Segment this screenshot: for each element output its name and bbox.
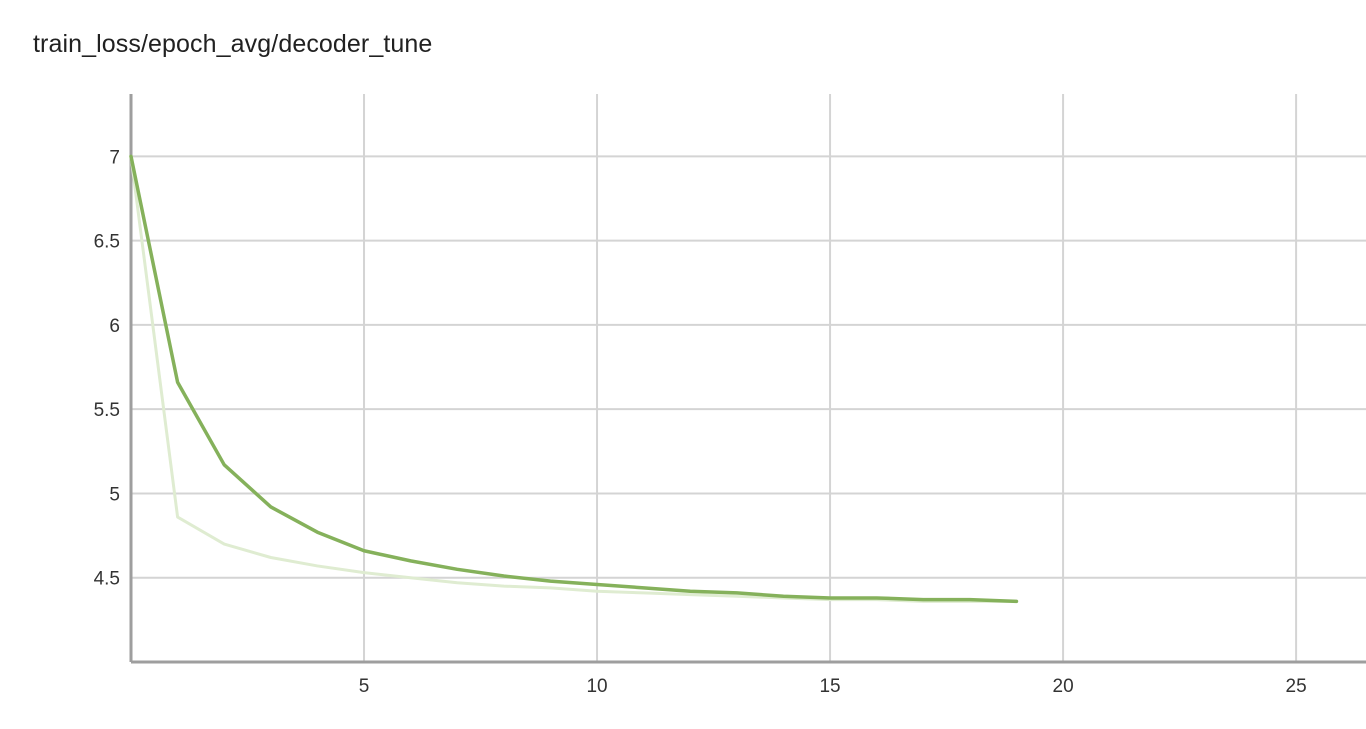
y-tick-label: 6.5 — [94, 232, 120, 253]
y-tick-label: 5 — [109, 484, 120, 505]
series-lines — [129, 154, 1019, 604]
x-tick-label: 15 — [819, 676, 840, 697]
chart-title: train_loss/epoch_avg/decoder_tune — [33, 30, 433, 58]
y-tick-label: 6 — [109, 316, 120, 337]
x-tick-label: 20 — [1053, 676, 1074, 697]
horizontal-gridlines — [131, 155, 1366, 579]
x-tick-labels: 5 10 15 20 25 — [359, 676, 1307, 697]
series-line-smoothed — [129, 154, 1019, 604]
x-tick-label: 25 — [1286, 676, 1307, 697]
y-tick-label: 5.5 — [94, 400, 120, 421]
x-tick-label: 5 — [359, 676, 370, 697]
series-line-raw — [129, 154, 1018, 603]
axes — [129, 94, 1366, 664]
y-tick-label: 4.5 — [94, 569, 120, 590]
x-tick-label: 10 — [586, 676, 607, 697]
y-tick-labels: 4.5 5 5.5 6 6.5 7 — [94, 147, 120, 589]
vertical-gridlines — [363, 94, 1298, 662]
y-tick-label: 7 — [109, 147, 120, 168]
